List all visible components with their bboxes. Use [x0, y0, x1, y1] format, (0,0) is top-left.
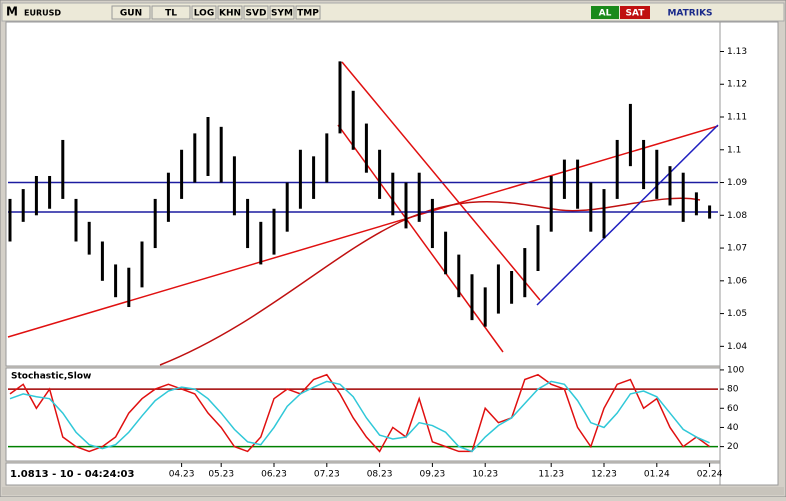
y-tick-label: 80	[727, 385, 739, 395]
y-tick-label: 1.1	[727, 145, 741, 155]
y-tick-label: 1.07	[727, 244, 747, 254]
scrollbar[interactable]	[2, 487, 784, 495]
indicator-line	[9, 380, 710, 453]
trend-line	[7, 125, 719, 338]
value-axis	[719, 21, 779, 486]
x-tick-label: 08.23	[367, 470, 393, 480]
x-tick-label: 01.24	[644, 470, 670, 480]
brand: MATRIKS	[667, 9, 712, 19]
toolbar-button[interactable]	[243, 5, 269, 20]
y-tick-label: 100	[727, 365, 744, 375]
status: 1.0813 - 10 - 04:24:03	[10, 469, 135, 480]
toolbar-buttons: GUN TL LOG KHN SVD SYM TMP	[111, 5, 321, 20]
moving-average	[159, 197, 701, 366]
price-pane	[5, 21, 721, 367]
x-tick-label: 07.23	[314, 470, 340, 480]
toolbar-button-label[interactable]: TMP	[297, 9, 319, 19]
trend-line	[536, 124, 719, 306]
y-tick-label: 1.13	[727, 47, 747, 57]
toolbar-button[interactable]	[217, 5, 243, 20]
x-tick-label: 12.23	[591, 470, 617, 480]
logo: M	[6, 5, 18, 19]
buy-label[interactable]: AL	[599, 9, 612, 19]
x-tick-label: 04.23	[169, 470, 195, 480]
y-tick-label: 1.11	[727, 113, 747, 123]
toolbar-button-label[interactable]: SYM	[271, 9, 293, 19]
indicator-line	[9, 373, 711, 453]
sell-label[interactable]: SAT	[626, 9, 646, 19]
y-tick-label: 1.05	[727, 309, 747, 319]
y-tick-label: 1.04	[727, 342, 747, 352]
toolbar-button[interactable]	[111, 5, 151, 20]
y-tick-label: 60	[727, 404, 739, 414]
sell-button[interactable]	[620, 6, 650, 19]
y-tick-label: 1.12	[727, 80, 747, 90]
toolbar-button[interactable]	[151, 5, 191, 20]
toolbar-button[interactable]	[269, 5, 295, 20]
stoch-pane	[5, 367, 721, 462]
x-tick-label: 02.24	[697, 470, 723, 480]
x-tick-label: 10.23	[472, 470, 498, 480]
y-tick-label: 1.09	[727, 178, 747, 188]
y-tick-label: 1.08	[727, 211, 747, 221]
y-tick-label: 20	[727, 442, 739, 452]
toolbar-button-label[interactable]: KHN	[219, 9, 241, 19]
x-tick-label: 05.23	[208, 470, 234, 480]
x-tick-label: 09.23	[420, 470, 446, 480]
toolbar-button[interactable]	[295, 5, 321, 20]
toolbar-button-label[interactable]: GUN	[120, 9, 142, 19]
x-tick-label: 06.23	[261, 470, 287, 480]
toolbar-button[interactable]	[191, 5, 217, 20]
symbol: EURUSD	[24, 9, 61, 18]
drawings	[7, 61, 719, 366]
indicator-title: Stochastic,Slow	[11, 372, 91, 382]
toolbar-button-label[interactable]: SVD	[246, 9, 267, 19]
toolbar-button-label[interactable]: LOG	[194, 9, 214, 19]
y-tick-label: 1.06	[727, 276, 747, 286]
toolbar-button-label[interactable]: TL	[165, 9, 177, 19]
x-tick-label: 11.23	[538, 470, 564, 480]
buy-button[interactable]	[591, 6, 619, 19]
channel-line	[341, 61, 541, 301]
y-tick-label: 40	[727, 423, 739, 433]
